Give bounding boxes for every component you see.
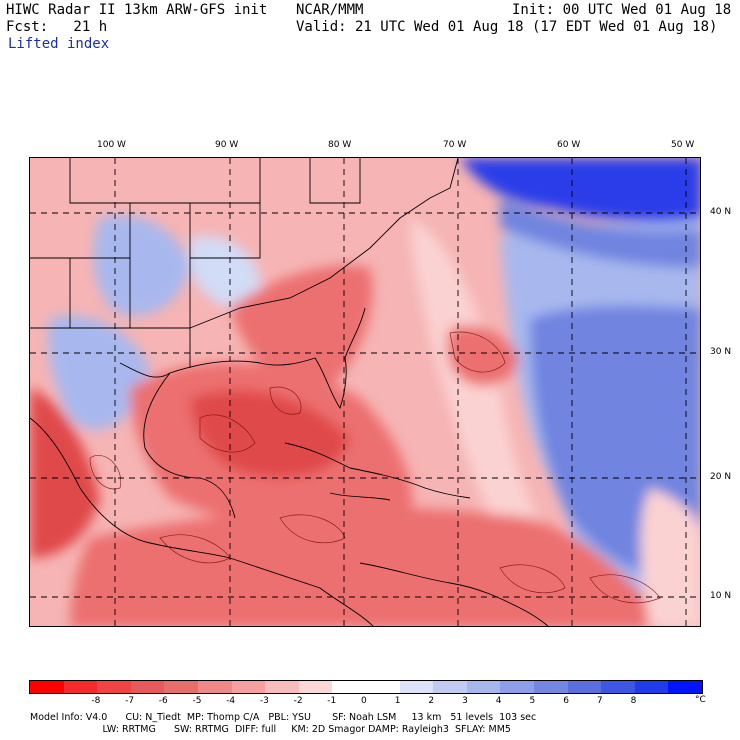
colorbar-tick-label: 1: [394, 696, 401, 706]
colorbar-tick-label: 0: [361, 696, 367, 706]
colorbar-segment: [668, 681, 702, 693]
map-canvas: [30, 158, 700, 626]
colorbar-tick-label: 5: [529, 696, 536, 706]
forecast-hour: Fcst: 21 h: [6, 19, 108, 35]
colorbar-segment: [97, 681, 131, 693]
lon-label-80w: 80 W: [328, 140, 352, 150]
colorbar-tick-label: -6: [158, 696, 168, 706]
field-name: Lifted index: [8, 36, 110, 52]
lat-label-20n: 20 N: [710, 472, 732, 482]
colorbar-tick-label: -2: [293, 696, 303, 706]
init-time: Init: 00 UTC Wed 01 Aug 18: [512, 2, 732, 18]
colorbar-tick-label: 4: [495, 696, 502, 706]
colorbar-segment: [231, 681, 266, 693]
colorbar-tick-label: 2: [428, 696, 435, 706]
colorbar-segment: [567, 681, 602, 693]
colorbar-tick-label: -4: [226, 696, 236, 706]
colorbar-tick-label: -5: [192, 696, 202, 706]
colorbar-tick-label: 8: [630, 696, 637, 706]
colorbar-segment: [332, 681, 366, 693]
colorbar-segment: [466, 681, 501, 693]
lifted-index-map: [29, 157, 701, 627]
colorbar-segment: [63, 681, 98, 693]
lat-label-30n: 30 N: [710, 347, 732, 357]
colorbar-tick-label: -1: [327, 696, 337, 706]
colorbar-unit: °C: [695, 695, 706, 705]
colorbar-segment: [30, 681, 64, 693]
colorbar-segment: [433, 681, 467, 693]
colorbar-segment: [601, 681, 635, 693]
colorbar-segment: [130, 681, 165, 693]
colorbar-segment: [298, 681, 333, 693]
lon-label-100w: 100 W: [97, 140, 126, 150]
lat-label-40n: 40 N: [710, 207, 732, 217]
colorbar-tick-label: -8: [91, 696, 101, 706]
lat-lon-grid: [30, 158, 700, 626]
colorbar-segment: [500, 681, 534, 693]
colorbar-tick-label: -7: [125, 696, 135, 706]
colorbar-tick-label: 3: [462, 696, 468, 706]
lon-label-90w: 90 W: [215, 140, 239, 150]
colorbar-segment: [365, 681, 400, 693]
valid-time: Valid: 21 UTC Wed 01 Aug 18 (17 EDT Wed …: [296, 19, 718, 35]
lon-label-70w: 70 W: [443, 140, 467, 150]
lon-label-60w: 60 W: [557, 140, 581, 150]
colorbar: [29, 680, 703, 694]
model-info-line1: Model Info: V4.0 CU: N_Tiedt MP: Thomp C…: [30, 712, 537, 723]
institution-label: NCAR/MMM: [296, 2, 364, 18]
colorbar-tick-label: -3: [259, 696, 269, 706]
colorbar-segment: [399, 681, 434, 693]
colorbar-tick-label: 7: [596, 696, 603, 706]
colorbar-tick-label: 6: [563, 696, 569, 706]
field-shading: [30, 158, 700, 626]
lat-label-10n: 10 N: [710, 591, 732, 601]
colorbar-segment: [533, 681, 568, 693]
colorbar-segment: [164, 681, 198, 693]
contours: [89, 331, 661, 604]
model-title: HIWC Radar II 13km ARW-GFS init: [6, 2, 268, 18]
colorbar-segment: [265, 681, 299, 693]
colorbar-segment: [634, 681, 669, 693]
lon-label-50w: 50 W: [671, 140, 695, 150]
colorbar-segment: [197, 681, 232, 693]
model-info-line2: LW: RRTMG SW: RRTMG DIFF: full KM: 2D Sm…: [30, 724, 511, 735]
